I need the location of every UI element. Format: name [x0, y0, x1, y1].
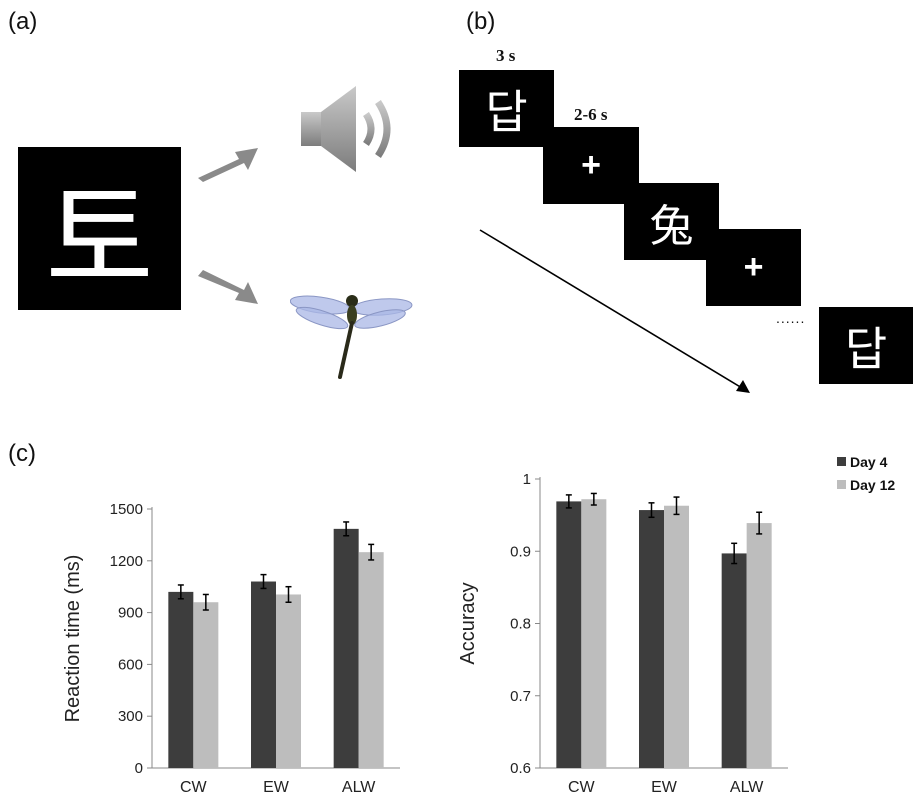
- trial-frame-1: 답: [459, 70, 554, 147]
- sequence-ellipsis: ......: [776, 310, 806, 326]
- bar-day12-alw: [358, 552, 384, 768]
- legend-label-day4: Day 4: [850, 453, 888, 470]
- speaker-icon: [301, 86, 391, 172]
- reaction-time-chart: 0 300 600 900 1200 1500 Reaction time (ms) CW EW…: [62, 501, 400, 796]
- bar-day12-cw: [193, 602, 219, 768]
- bar-day12-cw: [581, 499, 607, 768]
- legend-item-day4: Day 4: [837, 452, 895, 471]
- legend-item-day12: Day 12: [837, 475, 895, 494]
- x-tick-label: EW: [651, 779, 678, 796]
- legend: Day 4 Day 12: [837, 452, 895, 494]
- trial-frame-last: 답: [819, 307, 913, 384]
- fixation-frame-1: +: [543, 127, 639, 204]
- legend-label-day12: Day 12: [850, 476, 896, 493]
- y-tick-label: 600: [118, 656, 143, 673]
- x-tick-label: CW: [180, 779, 208, 796]
- y-tick-label: 300: [118, 708, 143, 725]
- arrow-to-sound: [198, 148, 258, 182]
- panel-label-c: (c): [8, 440, 36, 467]
- timing-label-stimulus: 3 s: [496, 46, 516, 65]
- y-tick-label: 0.9: [510, 543, 531, 560]
- panel-label-a: (a): [8, 8, 38, 35]
- bar-day4-cw: [168, 591, 194, 768]
- bar-day4-cw: [556, 501, 582, 768]
- y-axis-title: Accuracy: [457, 582, 479, 664]
- dragonfly-image: [290, 295, 413, 379]
- bar-day4-alw: [721, 553, 747, 768]
- y-tick-label: 0: [135, 760, 143, 777]
- trial-frame-2: 兔: [624, 183, 719, 260]
- stimulus-character-block: 토: [18, 147, 181, 310]
- legend-swatch-day4: [837, 457, 846, 466]
- panel-label-b: (b): [466, 8, 496, 35]
- bar-day4-ew: [639, 510, 664, 768]
- y-tick-label: 1: [523, 471, 531, 488]
- y-tick-label: 1200: [110, 553, 143, 570]
- y-tick-label: 0.8: [510, 616, 531, 633]
- bar-day12-ew: [664, 505, 689, 768]
- y-tick-label: 0.7: [510, 688, 531, 705]
- y-tick-label: 900: [118, 605, 143, 622]
- timing-label-fixation: 2-6 s: [574, 105, 608, 124]
- x-tick-label: CW: [568, 779, 596, 796]
- y-tick-label: 1500: [110, 501, 143, 518]
- legend-swatch-day12: [837, 480, 846, 489]
- bar-day4-ew: [251, 581, 276, 768]
- x-tick-label: ALW: [730, 779, 764, 796]
- accuracy-chart: 0.6 0.7 0.8 0.9 1 Accuracy CW EW ALW: [457, 471, 788, 796]
- y-tick-label: 0.6: [510, 760, 531, 777]
- x-tick-label: EW: [263, 779, 290, 796]
- time-arrow: [479, 229, 750, 393]
- association-arrows: [198, 148, 258, 304]
- y-axis-title: Reaction time (ms): [62, 555, 84, 723]
- arrow-to-picture: [198, 270, 258, 304]
- bar-day12-ew: [276, 594, 301, 768]
- bar-day4-alw: [333, 528, 359, 768]
- fixation-frame-2: +: [706, 229, 801, 306]
- bar-day12-alw: [746, 523, 772, 768]
- x-tick-label: ALW: [342, 779, 376, 796]
